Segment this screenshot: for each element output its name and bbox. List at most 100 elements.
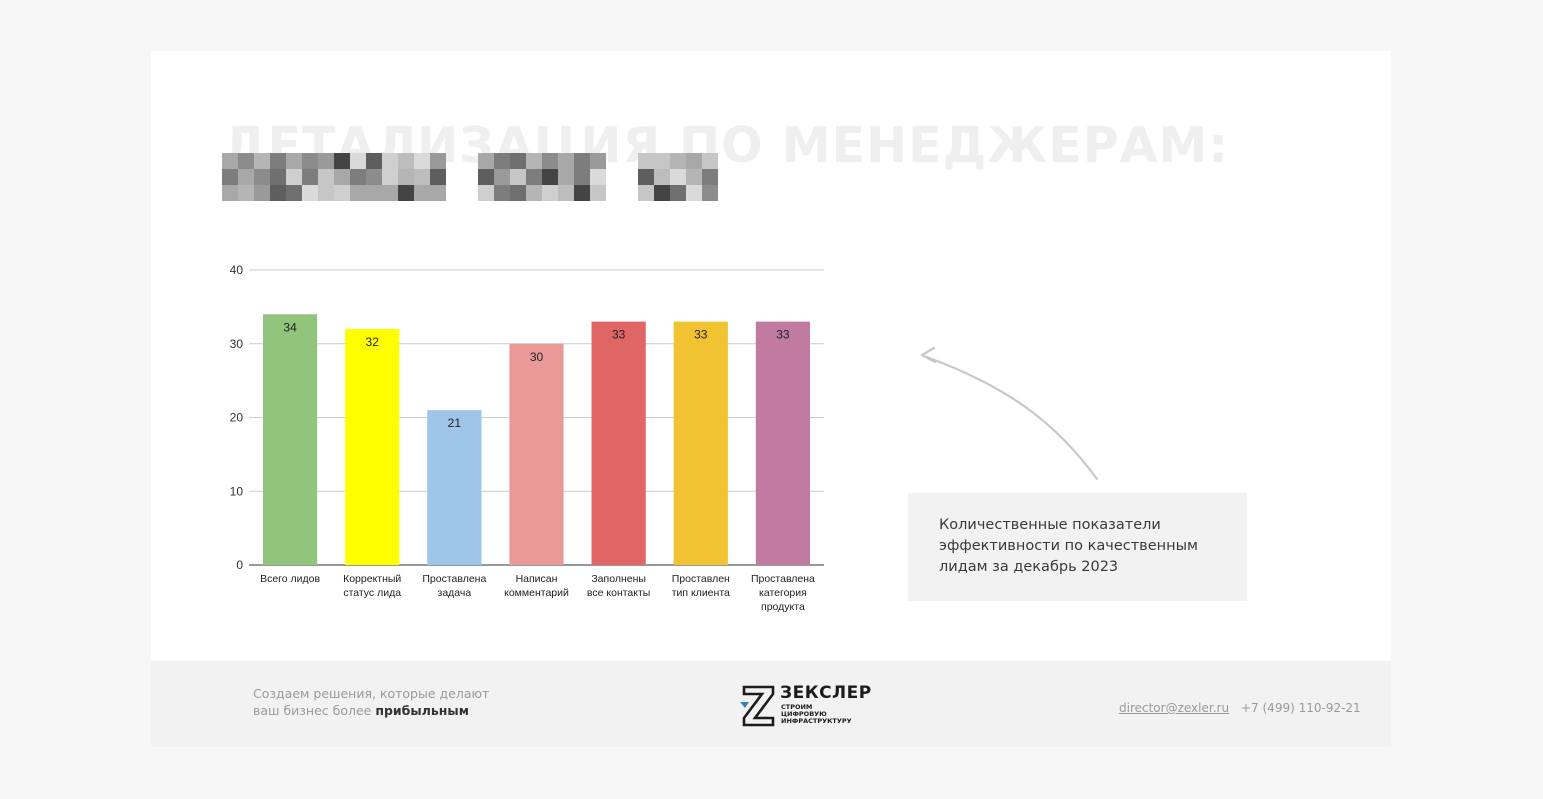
- redaction-pixel: [542, 169, 558, 185]
- redaction-pixel: [542, 153, 558, 169]
- y-tick-label: 30: [230, 337, 244, 351]
- redaction-pixel: [542, 185, 558, 201]
- data-label: 30: [530, 350, 544, 364]
- redaction-pixel: [494, 169, 510, 185]
- redaction-pixel: [254, 185, 270, 201]
- category-label: Проставлена: [422, 573, 486, 585]
- bar: [345, 329, 400, 565]
- redaction-pixel: [574, 153, 590, 169]
- email-link[interactable]: director@zexler.ru: [1119, 701, 1230, 715]
- redaction-pixel: [510, 153, 526, 169]
- redaction-pixel: [382, 169, 398, 185]
- redaction-pixel: [574, 169, 590, 185]
- redaction-pixel: [478, 169, 494, 185]
- slide: ДЕТАЛИЗАЦИЯ ПО МЕНЕДЖЕРАМ: 0 10 20 30 40 34 Вс…: [151, 51, 1391, 661]
- category-label: Всего лидов: [260, 573, 320, 585]
- redaction-pixel: [366, 169, 382, 185]
- data-label: 21: [448, 416, 462, 430]
- redaction-pixel: [590, 169, 606, 185]
- category-label: продукта: [761, 601, 805, 613]
- redaction-pixel: [302, 153, 318, 169]
- redaction-pixel: [638, 153, 654, 169]
- bar: [591, 321, 646, 565]
- redaction-pixel: [430, 153, 446, 169]
- category-label: категория: [759, 587, 807, 599]
- redaction-pixel: [222, 185, 238, 201]
- redaction-pixel: [366, 185, 382, 201]
- redaction-pixel: [238, 169, 254, 185]
- redaction-pixel: [382, 153, 398, 169]
- category-label: все контакты: [587, 587, 650, 599]
- redaction-pixel: [350, 153, 366, 169]
- logo-tagline-line: ЦИФРОВУЮ: [781, 710, 827, 718]
- redaction-pixel: [286, 185, 302, 201]
- logo-tagline: СТРОИМ ЦИФРОВУЮ ИНФРАСТРУКТУРУ: [781, 704, 852, 725]
- redaction-pixel: [494, 153, 510, 169]
- redaction-pixel: [686, 169, 702, 185]
- logo-name: ЗЕКСЛЕР: [780, 683, 872, 703]
- redaction-pixel: [494, 185, 510, 201]
- redaction-pixel: [590, 153, 606, 169]
- redaction-pixel: [302, 185, 318, 201]
- redaction-pixel: [478, 153, 494, 169]
- redaction-pixel: [398, 185, 414, 201]
- phone-number: +7 (499) 110-92-21: [1241, 701, 1361, 715]
- redaction-pixel: [270, 153, 286, 169]
- redaction-pixel: [286, 153, 302, 169]
- redaction-pixel: [638, 185, 654, 201]
- redaction-pixel: [334, 169, 350, 185]
- redaction-pixel: [350, 185, 366, 201]
- redaction-pixel: [670, 153, 686, 169]
- redaction-pixel: [526, 169, 542, 185]
- caption-line: лидам за декабрь 2023: [939, 559, 1119, 575]
- footer: Создаем решения, которые делают ваш бизн…: [151, 661, 1391, 747]
- category-label: Проставлен: [672, 573, 730, 585]
- caption-line: эффективности по качественным: [939, 538, 1198, 554]
- redaction-pixel: [654, 153, 670, 169]
- redaction-pixel: [654, 169, 670, 185]
- category-label: статус лида: [343, 587, 401, 599]
- category-label: задача: [438, 587, 472, 599]
- y-tick-label: 20: [230, 411, 244, 425]
- data-label: 33: [776, 328, 790, 342]
- redaction-pixel: [366, 153, 382, 169]
- redaction-pixel: [350, 169, 366, 185]
- redaction-pixel: [318, 169, 334, 185]
- y-tick-label: 0: [236, 558, 243, 572]
- redaction-pixel: [222, 169, 238, 185]
- category-label: Корректный: [343, 573, 401, 585]
- redaction-pixel: [286, 169, 302, 185]
- logo-z-icon: [740, 685, 775, 727]
- redaction-pixel: [558, 153, 574, 169]
- redaction-pixel: [398, 169, 414, 185]
- slogan-line: Создаем решения, которые делают: [253, 686, 490, 701]
- redaction-pixel: [702, 185, 718, 201]
- bar: [427, 410, 482, 565]
- redaction-pixel: [686, 185, 702, 201]
- bar-chart: 0 10 20 30 40 34 Всего лидов 32 Корректный статус…: [230, 263, 824, 613]
- redaction-pixel: [222, 153, 238, 169]
- logo-tagline-line: СТРОИМ: [781, 703, 813, 711]
- redacted-name-block: [222, 153, 718, 201]
- redaction-pixel: [478, 185, 494, 201]
- redaction-pixel: [398, 153, 414, 169]
- caption-line: Количественные показатели: [939, 517, 1161, 533]
- redaction-pixel: [654, 185, 670, 201]
- redaction-pixel: [302, 169, 318, 185]
- category-label: комментарий: [504, 587, 569, 599]
- redaction-pixel: [334, 153, 350, 169]
- redaction-pixel: [670, 169, 686, 185]
- bar: [673, 321, 728, 565]
- y-tick-label: 10: [230, 484, 244, 498]
- company-logo: ЗЕКСЛЕР СТРОИМ ЦИФРОВУЮ ИНФРАСТРУКТУРУ: [740, 683, 872, 731]
- redaction-pixel: [238, 185, 254, 201]
- redaction-pixel: [702, 153, 718, 169]
- bar: [262, 314, 318, 565]
- category-label: тип клиента: [672, 587, 730, 599]
- redaction-pixel: [414, 153, 430, 169]
- redaction-pixel: [414, 185, 430, 201]
- slogan-text: ваш бизнес более: [253, 703, 376, 718]
- category-label: Проставлена: [751, 573, 815, 585]
- redaction-pixel: [238, 153, 254, 169]
- slogan-line: ваш бизнес более прибыльным: [253, 702, 489, 719]
